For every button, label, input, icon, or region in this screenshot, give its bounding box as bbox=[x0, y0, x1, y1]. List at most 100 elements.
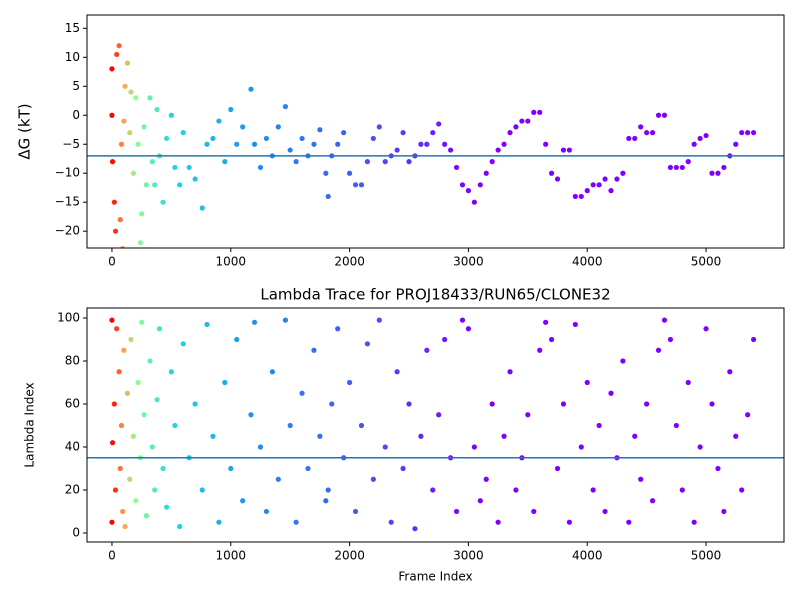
y-tick-label: 15 bbox=[65, 21, 80, 35]
point bbox=[143, 513, 150, 519]
point bbox=[172, 422, 178, 429]
point bbox=[263, 508, 270, 515]
point bbox=[335, 141, 341, 147]
point bbox=[117, 465, 123, 472]
point bbox=[135, 379, 141, 386]
point bbox=[626, 519, 632, 525]
point bbox=[160, 199, 166, 205]
x-tick-label: 0 bbox=[108, 255, 116, 269]
x-tick-label: 5000 bbox=[691, 255, 722, 269]
point bbox=[430, 130, 436, 136]
point bbox=[525, 118, 531, 124]
point bbox=[329, 401, 335, 407]
point bbox=[257, 164, 264, 171]
point bbox=[192, 401, 198, 407]
point bbox=[697, 135, 703, 142]
point bbox=[121, 118, 127, 124]
point bbox=[548, 170, 555, 176]
point bbox=[638, 124, 644, 130]
point bbox=[293, 159, 299, 165]
point bbox=[130, 433, 136, 439]
point bbox=[137, 240, 144, 246]
point bbox=[442, 141, 448, 147]
point bbox=[703, 132, 709, 139]
point bbox=[346, 170, 353, 176]
point bbox=[543, 141, 549, 147]
point bbox=[638, 476, 644, 482]
point bbox=[459, 317, 466, 323]
point bbox=[733, 141, 739, 147]
point bbox=[109, 112, 115, 118]
point bbox=[325, 193, 331, 200]
point bbox=[685, 379, 691, 386]
point bbox=[112, 228, 119, 234]
point bbox=[501, 433, 507, 439]
point bbox=[317, 127, 323, 133]
point bbox=[382, 159, 388, 165]
point bbox=[275, 476, 281, 482]
point bbox=[673, 164, 679, 171]
point bbox=[133, 498, 139, 504]
point bbox=[341, 130, 347, 136]
point bbox=[114, 326, 120, 332]
point bbox=[234, 141, 240, 147]
point bbox=[739, 487, 745, 493]
point bbox=[507, 130, 513, 136]
point bbox=[679, 487, 685, 493]
point bbox=[192, 176, 198, 182]
point bbox=[453, 164, 460, 171]
x-tick-label: 2000 bbox=[334, 255, 365, 269]
point bbox=[152, 182, 158, 188]
y-tick-label: 10 bbox=[65, 50, 80, 64]
point bbox=[436, 412, 442, 418]
point bbox=[721, 508, 727, 515]
chart-title: Lambda Trace for PROJ18433/RUN65/CLONE32 bbox=[260, 286, 610, 304]
point bbox=[168, 369, 174, 375]
point bbox=[251, 319, 258, 325]
y-tick-label: 0 bbox=[72, 525, 80, 539]
point bbox=[222, 379, 228, 386]
point bbox=[204, 321, 210, 328]
point bbox=[709, 401, 715, 407]
point bbox=[418, 433, 424, 439]
point bbox=[364, 159, 371, 165]
point bbox=[122, 83, 128, 89]
point bbox=[139, 211, 145, 217]
point bbox=[154, 397, 160, 403]
point bbox=[317, 433, 323, 439]
point bbox=[323, 498, 329, 504]
x-tick-label: 3000 bbox=[453, 255, 484, 269]
point bbox=[596, 182, 602, 188]
point bbox=[691, 519, 697, 525]
point bbox=[578, 193, 584, 200]
y-tick-label: 0 bbox=[72, 108, 80, 122]
point bbox=[141, 124, 147, 130]
point bbox=[531, 109, 537, 115]
point bbox=[465, 188, 472, 194]
point bbox=[436, 121, 442, 127]
point bbox=[128, 89, 134, 95]
x-tick-label: 1000 bbox=[215, 549, 246, 563]
point bbox=[299, 390, 305, 396]
point bbox=[733, 433, 739, 439]
point bbox=[263, 135, 270, 142]
point bbox=[655, 347, 662, 353]
point bbox=[566, 519, 573, 525]
point bbox=[111, 401, 117, 407]
x-tick-label: 2000 bbox=[334, 549, 365, 563]
x-tick-label: 3000 bbox=[453, 549, 484, 563]
point bbox=[620, 170, 626, 176]
point bbox=[180, 130, 186, 136]
point bbox=[655, 112, 662, 118]
point bbox=[204, 141, 210, 147]
axes-frame bbox=[86, 307, 785, 543]
point bbox=[703, 326, 709, 332]
point bbox=[418, 141, 424, 147]
point bbox=[282, 103, 289, 110]
point bbox=[240, 124, 246, 130]
x-tick-label: 5000 bbox=[691, 549, 722, 563]
point bbox=[323, 170, 329, 176]
point bbox=[130, 170, 136, 176]
point bbox=[608, 188, 614, 194]
